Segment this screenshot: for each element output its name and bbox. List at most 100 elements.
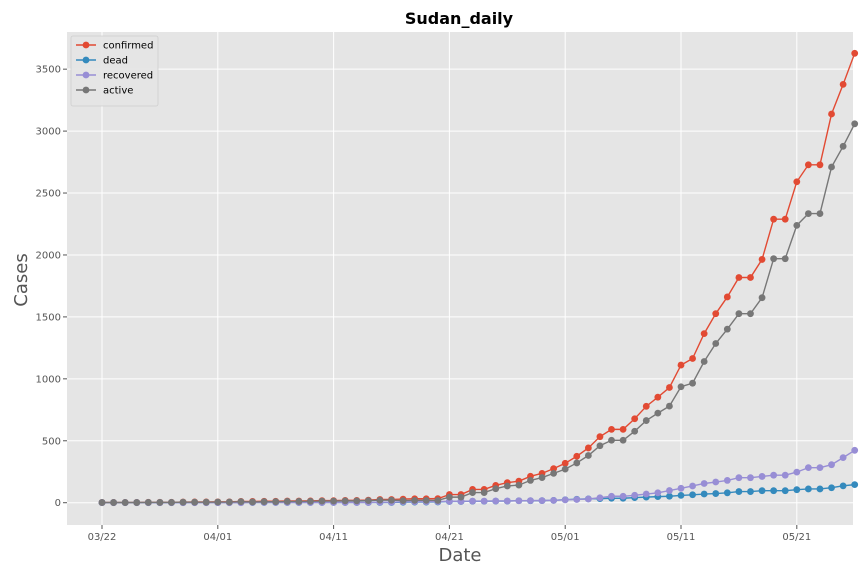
data-point-recovered [758,473,766,480]
data-point-recovered [596,494,604,502]
data-point-dead [828,484,835,492]
data-point-confirmed [608,425,615,433]
data-point-active [619,436,627,444]
data-point-recovered [677,484,685,492]
data-point-confirmed [700,330,708,338]
data-point-confirmed [747,274,754,281]
data-point-active [110,499,117,506]
data-point-active [202,498,210,506]
x-axis-label: Date [438,545,481,566]
data-point-recovered [573,496,581,503]
data-point-active [98,499,106,506]
data-point-recovered [689,482,696,490]
y-tick-label: 1000 [36,374,61,385]
data-point-active [295,498,303,505]
data-point-confirmed [619,425,627,433]
data-point-active [723,325,731,333]
data-point-recovered [839,454,847,462]
data-point-confirmed [712,310,720,318]
x-tick-label: 05/01 [551,532,580,543]
data-point-active [608,436,615,444]
data-point-confirmed [793,178,801,186]
data-point-active [272,498,280,506]
data-point-active [804,210,812,217]
data-point-recovered [480,497,488,505]
y-tick-label: 3000 [36,127,61,138]
data-point-active [793,221,801,229]
data-point-recovered [492,497,500,505]
data-point-active [503,482,511,490]
data-point-confirmed [550,465,558,473]
y-tick-label: 0 [55,498,61,509]
data-point-recovered [538,497,546,504]
data-point-dead [793,486,801,494]
data-point-active [770,255,778,263]
data-point-active [237,498,245,506]
data-point-confirmed [666,384,673,391]
data-point-active [700,358,708,365]
data-point-active [283,498,291,505]
data-point-recovered [735,474,743,482]
y-tick-label: 3500 [36,65,61,76]
data-point-active [364,497,372,504]
series-active [98,120,859,506]
legend-box [70,35,159,107]
data-point-confirmed [584,444,592,452]
data-point-active [654,409,662,417]
data-point-recovered [561,496,569,504]
data-point-active [411,496,419,504]
x-tick-label: 04/11 [319,532,348,543]
data-point-dead [723,489,731,497]
data-point-recovered [747,474,754,482]
data-point-confirmed [851,49,859,57]
data-point-dead [735,488,743,495]
y-tick-label: 500 [42,436,61,447]
data-point-active [168,499,175,506]
y-tick-label: 2000 [36,250,61,261]
data-point-recovered [619,492,627,500]
data-point-confirmed [573,452,581,460]
data-point-dead [839,482,847,490]
data-point-active [631,427,639,435]
data-point-active [781,255,789,263]
data-point-active [318,497,326,505]
data-point-active [561,465,569,473]
data-point-recovered [469,497,476,505]
legend-label-dead: dead [103,56,128,67]
legend: confirmed dead recovered active [70,35,159,107]
data-point-active [133,499,141,506]
series-lines [98,49,859,507]
data-point-recovered [851,446,859,454]
data-point-confirmed [561,459,569,467]
y-tick-label: 1500 [36,312,61,323]
x-tick-label: 05/21 [782,532,811,543]
data-point-dead [804,485,812,493]
data-point-active [422,496,430,504]
data-point-recovered [828,461,835,469]
data-point-active [515,481,523,489]
data-point-active [307,497,314,505]
data-point-active [712,340,720,347]
data-point-recovered [666,487,673,494]
data-point-active [469,489,476,496]
data-point-dead [689,491,696,499]
data-point-active [341,497,349,505]
data-point-active [434,497,442,504]
x-tick-label: 04/21 [435,532,464,543]
legend-marker-active [82,86,90,94]
legend-label-recovered: recovered [103,71,153,82]
data-point-confirmed [631,415,639,423]
data-point-dead [700,490,708,498]
data-point-recovered [515,497,523,505]
data-point-confirmed [677,361,685,369]
data-point-dead [677,492,685,499]
data-point-confirmed [816,161,824,169]
data-point-active [642,417,650,424]
data-point-active [538,474,546,481]
data-point-confirmed [654,393,662,401]
data-point-dead [666,492,673,500]
tick-labels: 03/22 04/01 04/11 04/21 05/01 05/11 05/21 0 500 1… [36,65,812,543]
data-point-dead [816,485,824,493]
data-point-confirmed [781,215,789,223]
